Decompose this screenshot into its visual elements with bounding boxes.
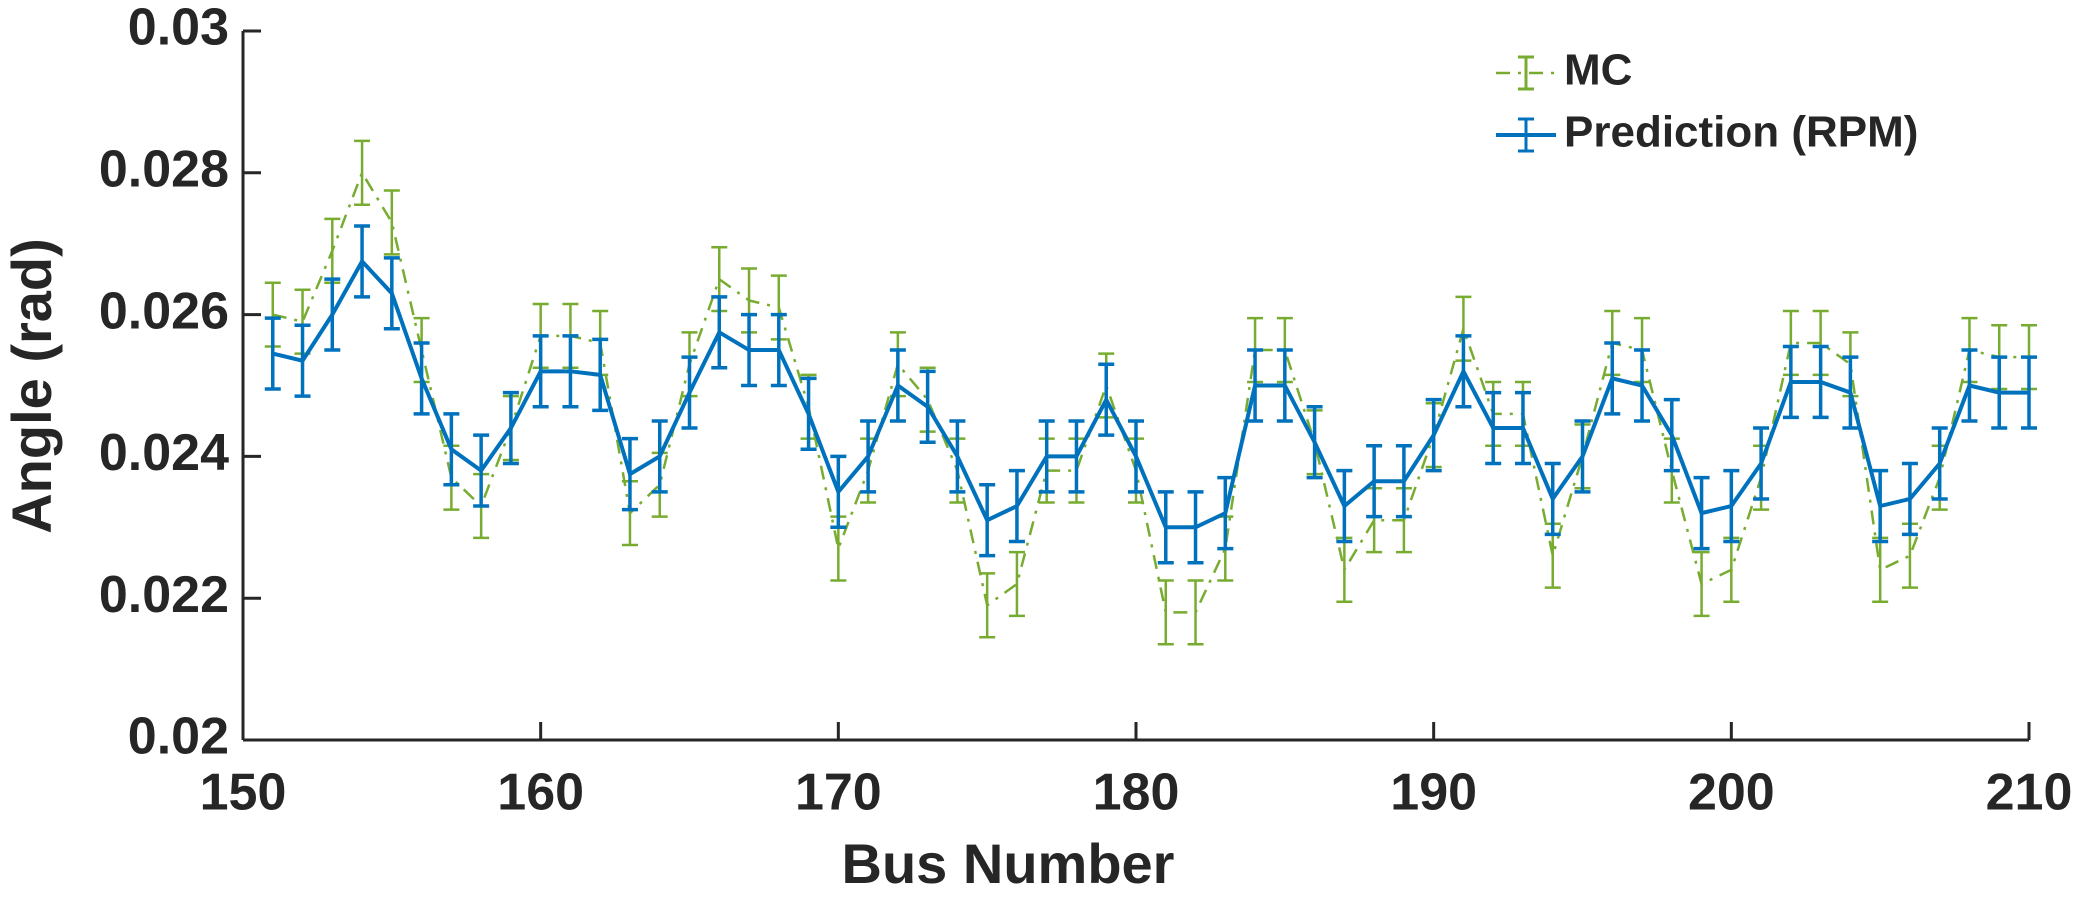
- error-bar: [1723, 468, 1740, 544]
- error-bar: [1812, 344, 1829, 420]
- x-tick-label: 150: [200, 764, 287, 822]
- error-bar: [1693, 475, 1710, 551]
- x-tick-label: 170: [795, 764, 882, 822]
- error-bar: [413, 341, 430, 416]
- error-bar: [979, 572, 996, 639]
- y-tick-label: 0.024: [99, 424, 229, 482]
- x-tick-label: 190: [1390, 764, 1477, 822]
- error-bar: [1187, 490, 1204, 565]
- y-tick-label: 0.02: [128, 708, 229, 766]
- error-bar: [1098, 362, 1115, 437]
- error-bar: [1842, 355, 1859, 430]
- error-bar: [1931, 426, 1948, 501]
- error-bar: [1187, 579, 1204, 646]
- error-bar: [711, 295, 728, 370]
- error-bar: [354, 224, 371, 299]
- x-axis-label: Bus Number: [842, 832, 1175, 892]
- error-bar: [1485, 390, 1502, 466]
- error-bar: [383, 189, 400, 256]
- y-tick-label: 0.028: [99, 141, 229, 199]
- error-bar: [1157, 490, 1174, 565]
- error-bar: [860, 419, 877, 494]
- legend-label: MC: [1564, 46, 1632, 95]
- x-tick-label: 200: [1688, 764, 1775, 822]
- error-bar: [1693, 550, 1710, 618]
- error-bar: [1901, 461, 1918, 537]
- error-bar: [651, 419, 668, 494]
- error-bar: [354, 139, 371, 206]
- error-bar: [1425, 397, 1442, 473]
- error-bar: [1872, 468, 1889, 544]
- error-bar: [592, 337, 609, 413]
- error-bar: [919, 369, 936, 444]
- error-bar: [741, 312, 758, 388]
- error-bar: [1753, 426, 1770, 501]
- error-bar: [294, 323, 311, 398]
- error-bar: [1395, 444, 1412, 519]
- error-bar: [532, 334, 549, 409]
- error-bar: [324, 277, 341, 352]
- x-tick-label: 210: [1986, 764, 2073, 822]
- error-bar: [1723, 536, 1740, 603]
- error-bar: [1008, 468, 1025, 544]
- error-bar: [1961, 348, 1978, 423]
- legend-errorbar: [1518, 55, 1534, 91]
- error-bar: [1336, 468, 1353, 544]
- error-bar: [1128, 419, 1144, 494]
- series-line: [272, 258, 2029, 530]
- y-axis-label: Angle (rad): [0, 238, 63, 534]
- x-tick-label: 160: [497, 764, 584, 822]
- error-bar: [1872, 536, 1889, 603]
- error-bar: [1068, 419, 1085, 494]
- error-bar: [1217, 475, 1234, 551]
- error-bar: [383, 256, 400, 331]
- error-bar: [1455, 334, 1472, 409]
- error-bar: [562, 334, 579, 409]
- error-bar: [1366, 444, 1383, 519]
- error-bar: [949, 419, 966, 494]
- error-bar: [621, 436, 638, 512]
- error-bar: [324, 217, 341, 284]
- error-bar: [1008, 550, 1025, 618]
- y-tick-label: 0.03: [128, 0, 229, 57]
- error-bar: [1276, 348, 1293, 423]
- x-tick-label: 180: [1093, 764, 1180, 822]
- error-bar: [473, 433, 490, 508]
- error-bar: [830, 454, 847, 530]
- error-bar: [979, 483, 996, 558]
- legend-errorbar: [1518, 117, 1534, 153]
- error-bar: [1544, 461, 1561, 537]
- legend-label: Prediction (RPM): [1564, 108, 1918, 157]
- error-bar: [770, 312, 787, 388]
- y-tick-label: 0.026: [99, 282, 229, 340]
- error-bar: [1663, 397, 1680, 473]
- error-bar: [2021, 355, 2037, 430]
- error-bar: [502, 390, 519, 466]
- error-bar: [443, 412, 460, 487]
- error-bar: [1306, 405, 1323, 480]
- series-line: [272, 169, 2029, 614]
- error-bar: [264, 316, 281, 391]
- error-bar: [1782, 344, 1799, 420]
- error-bar: [681, 355, 698, 430]
- error-bar: [1247, 348, 1264, 423]
- error-bar: [1574, 419, 1591, 494]
- error-bar: [800, 376, 817, 452]
- error-bar: [1991, 355, 2008, 430]
- error-bar: [1514, 390, 1531, 466]
- error-bar: [1157, 579, 1174, 646]
- y-tick-label: 0.022: [99, 566, 229, 624]
- error-bar: [1604, 341, 1621, 416]
- error-bar: [889, 348, 906, 423]
- error-bar: [1634, 348, 1651, 423]
- error-bar: [1038, 419, 1055, 494]
